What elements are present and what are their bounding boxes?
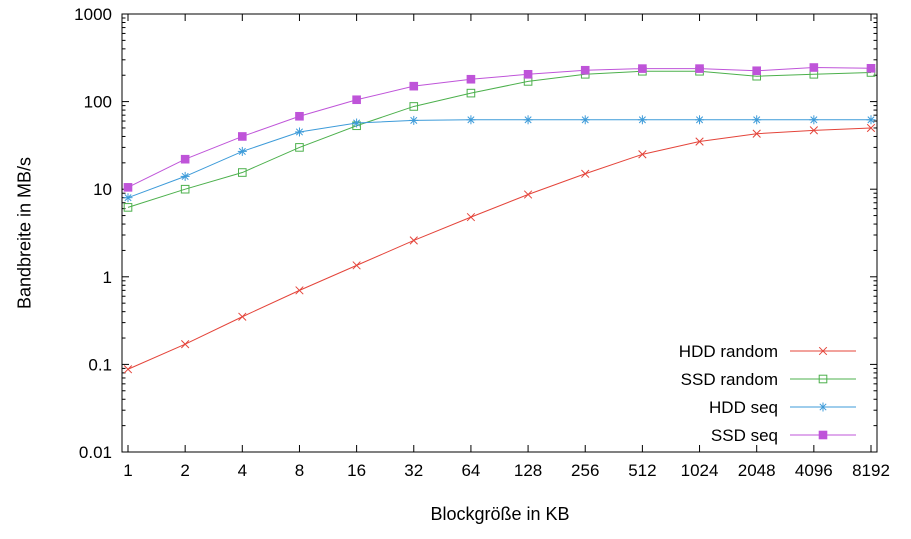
x-tick-label: 16 <box>347 461 366 480</box>
y-tick-label: 1 <box>103 268 112 287</box>
filled-square-marker <box>866 63 876 73</box>
filled-square-marker <box>523 69 533 79</box>
cross-marker <box>638 150 647 159</box>
cross-marker <box>523 190 533 199</box>
legend-item-ssd-seq: SSD seq <box>711 426 856 445</box>
filled-square-marker <box>752 66 761 76</box>
x-tick-label: 32 <box>404 461 423 480</box>
asterisk-marker <box>695 115 705 125</box>
open-square-marker <box>818 374 828 384</box>
cross-marker <box>809 126 818 135</box>
series-line-ssd-seq <box>127 67 872 188</box>
series-ssd-seq <box>123 63 876 192</box>
open-square-marker <box>466 88 476 98</box>
filled-square-marker <box>238 132 247 141</box>
legend-item-ssd-random: SSD random <box>681 370 856 389</box>
asterisk-marker <box>866 115 876 125</box>
legend-label: SSD random <box>681 370 778 389</box>
legend-label: HDD random <box>679 342 778 361</box>
filled-square-marker <box>409 81 419 91</box>
x-tick-label: 8192 <box>852 461 890 480</box>
asterisk-marker <box>123 193 133 203</box>
filled-square-marker <box>809 63 819 72</box>
filled-square-marker <box>818 430 828 440</box>
filled-square-marker <box>580 65 590 75</box>
x-tick-label: 512 <box>628 461 656 480</box>
series <box>123 63 876 374</box>
open-square-marker <box>409 102 419 111</box>
series-hdd-seq <box>123 115 876 203</box>
x-tick-label: 64 <box>461 461 480 480</box>
cross-marker <box>581 169 590 178</box>
y-tick-label: 0.1 <box>88 355 112 374</box>
filled-square-marker <box>352 95 361 105</box>
x-tick-label: 2048 <box>738 461 776 480</box>
asterisk-marker <box>466 115 476 125</box>
series-hdd-random <box>123 123 876 374</box>
series-line-ssd-random <box>127 70 872 208</box>
y-tick-label: 10 <box>93 180 112 199</box>
cross-marker <box>866 123 876 133</box>
asterisk-marker <box>294 127 304 137</box>
legend-item-hdd-seq: HDD seq <box>709 398 856 417</box>
cross-marker <box>181 340 190 349</box>
open-square-marker <box>180 184 190 194</box>
x-tick-label: 8 <box>295 461 304 480</box>
cross-marker <box>238 312 247 321</box>
cross-marker <box>752 129 761 138</box>
cross-marker <box>295 286 304 295</box>
legend-label: SSD seq <box>711 426 778 445</box>
asterisk-marker <box>237 146 247 156</box>
legend-label: HDD seq <box>709 398 778 417</box>
y-tick-label: 0.01 <box>79 443 112 462</box>
x-tick-label: 4096 <box>795 461 833 480</box>
open-square-marker <box>295 143 304 152</box>
x-tick-label: 4 <box>238 461 247 480</box>
open-square-marker <box>238 168 247 177</box>
filled-square-marker <box>295 111 304 121</box>
asterisk-marker <box>818 402 828 412</box>
filled-square-marker <box>638 64 647 73</box>
legend: HDD random SSD random HDD seq SSD seq <box>679 342 856 445</box>
legend-item-hdd-random: HDD random <box>679 342 856 361</box>
cross-marker <box>409 236 418 245</box>
filled-square-marker <box>123 183 133 192</box>
filled-square-marker <box>695 64 704 73</box>
cross-marker <box>818 346 828 356</box>
cross-marker <box>695 137 704 146</box>
asterisk-marker <box>409 115 419 125</box>
tick-labels: 1 2 4 8 16 32 64 128 256 512 1024 2048 4096 8192 0.01 0… <box>74 5 890 480</box>
cross-marker <box>352 261 361 270</box>
asterisk-marker <box>637 115 647 125</box>
cross-marker <box>466 212 476 222</box>
series-line-hdd-random <box>127 127 872 370</box>
y-axis-title: Bandbreite in MB/s <box>14 156 35 310</box>
x-tick-label: 1 <box>123 461 132 480</box>
asterisk-marker <box>523 115 533 125</box>
asterisk-marker <box>352 118 362 128</box>
series-line-hdd-seq <box>127 119 871 199</box>
x-tick-label: 2 <box>180 461 189 480</box>
x-tick-label: 128 <box>514 461 542 480</box>
x-tick-label: 256 <box>571 461 599 480</box>
asterisk-marker <box>752 115 762 125</box>
open-square-marker <box>123 203 133 212</box>
asterisk-marker <box>180 171 190 181</box>
asterisk-marker <box>809 115 819 125</box>
cross-marker <box>123 365 133 374</box>
y-tick-label: 100 <box>84 93 112 112</box>
x-axis-title: Blockgröße in KB <box>430 504 570 524</box>
series-ssd-random <box>123 66 876 212</box>
plot-border <box>121 13 878 453</box>
filled-square-marker <box>466 74 476 84</box>
y-tick-label: 1000 <box>74 5 112 24</box>
x-tick-label: 1024 <box>681 461 719 480</box>
asterisk-marker <box>580 115 590 125</box>
filled-square-marker <box>180 154 190 164</box>
